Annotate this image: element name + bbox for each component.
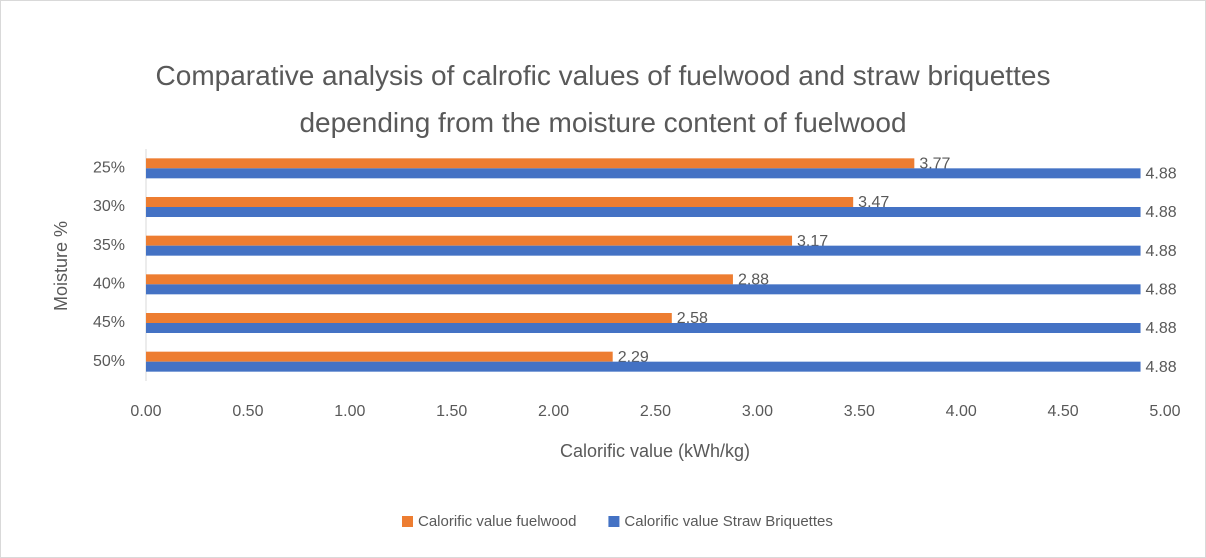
bar bbox=[146, 361, 1141, 372]
y-tick-label: 40% bbox=[93, 276, 125, 293]
data-label: 4.88 bbox=[1146, 282, 1177, 299]
data-label: 2.29 bbox=[618, 349, 649, 366]
bar bbox=[146, 245, 1141, 256]
data-label: 4.88 bbox=[1146, 204, 1177, 221]
x-tick-label: 0.50 bbox=[232, 403, 263, 420]
data-label: 3.17 bbox=[797, 233, 828, 250]
bar bbox=[146, 351, 613, 362]
y-tick-label: 25% bbox=[93, 160, 125, 177]
x-tick-label: 0.00 bbox=[130, 403, 161, 420]
x-tick-label: 5.00 bbox=[1149, 403, 1180, 420]
y-tick-label: 45% bbox=[93, 314, 125, 331]
y-tick-label: 50% bbox=[93, 353, 125, 370]
x-tick-label: 3.50 bbox=[844, 403, 875, 420]
bar bbox=[146, 323, 1141, 333]
legend-label: Calorific value fuelwood bbox=[418, 513, 576, 530]
x-tick-label: 1.00 bbox=[334, 403, 365, 420]
bar bbox=[146, 284, 1141, 295]
data-label: 3.47 bbox=[858, 194, 889, 211]
legend-label: Calorific value Straw Briquettes bbox=[624, 513, 832, 530]
x-tick-label: 4.00 bbox=[946, 403, 977, 420]
data-label: 4.88 bbox=[1146, 359, 1177, 376]
data-label: 4.88 bbox=[1146, 320, 1177, 337]
legend-swatch bbox=[402, 516, 413, 527]
y-axis-title: Moisture % bbox=[51, 221, 71, 311]
data-label: 3.77 bbox=[919, 156, 950, 173]
bar bbox=[146, 207, 1141, 217]
bar bbox=[146, 313, 672, 323]
x-tick-label: 3.00 bbox=[742, 403, 773, 420]
legend-swatch bbox=[608, 516, 620, 527]
x-axis-title: Calorific value (kWh/kg) bbox=[560, 441, 750, 461]
data-label: 4.88 bbox=[1146, 166, 1177, 183]
data-label: 2.88 bbox=[738, 272, 769, 289]
data-label: 2.58 bbox=[677, 310, 708, 327]
bar bbox=[146, 197, 854, 207]
x-tick-label: 2.50 bbox=[640, 403, 671, 420]
chart-title: Comparative analysis of calrofic values … bbox=[155, 60, 1051, 138]
bar bbox=[146, 158, 915, 169]
bar bbox=[146, 168, 1141, 179]
bar bbox=[146, 235, 793, 246]
bar bbox=[146, 274, 733, 285]
x-tick-label: 4.50 bbox=[1048, 403, 1079, 420]
y-tick-label: 30% bbox=[93, 198, 125, 215]
y-tick-label: 35% bbox=[93, 237, 125, 254]
x-tick-label: 2.00 bbox=[538, 403, 569, 420]
data-label: 4.88 bbox=[1146, 243, 1177, 260]
x-tick-label: 1.50 bbox=[436, 403, 467, 420]
